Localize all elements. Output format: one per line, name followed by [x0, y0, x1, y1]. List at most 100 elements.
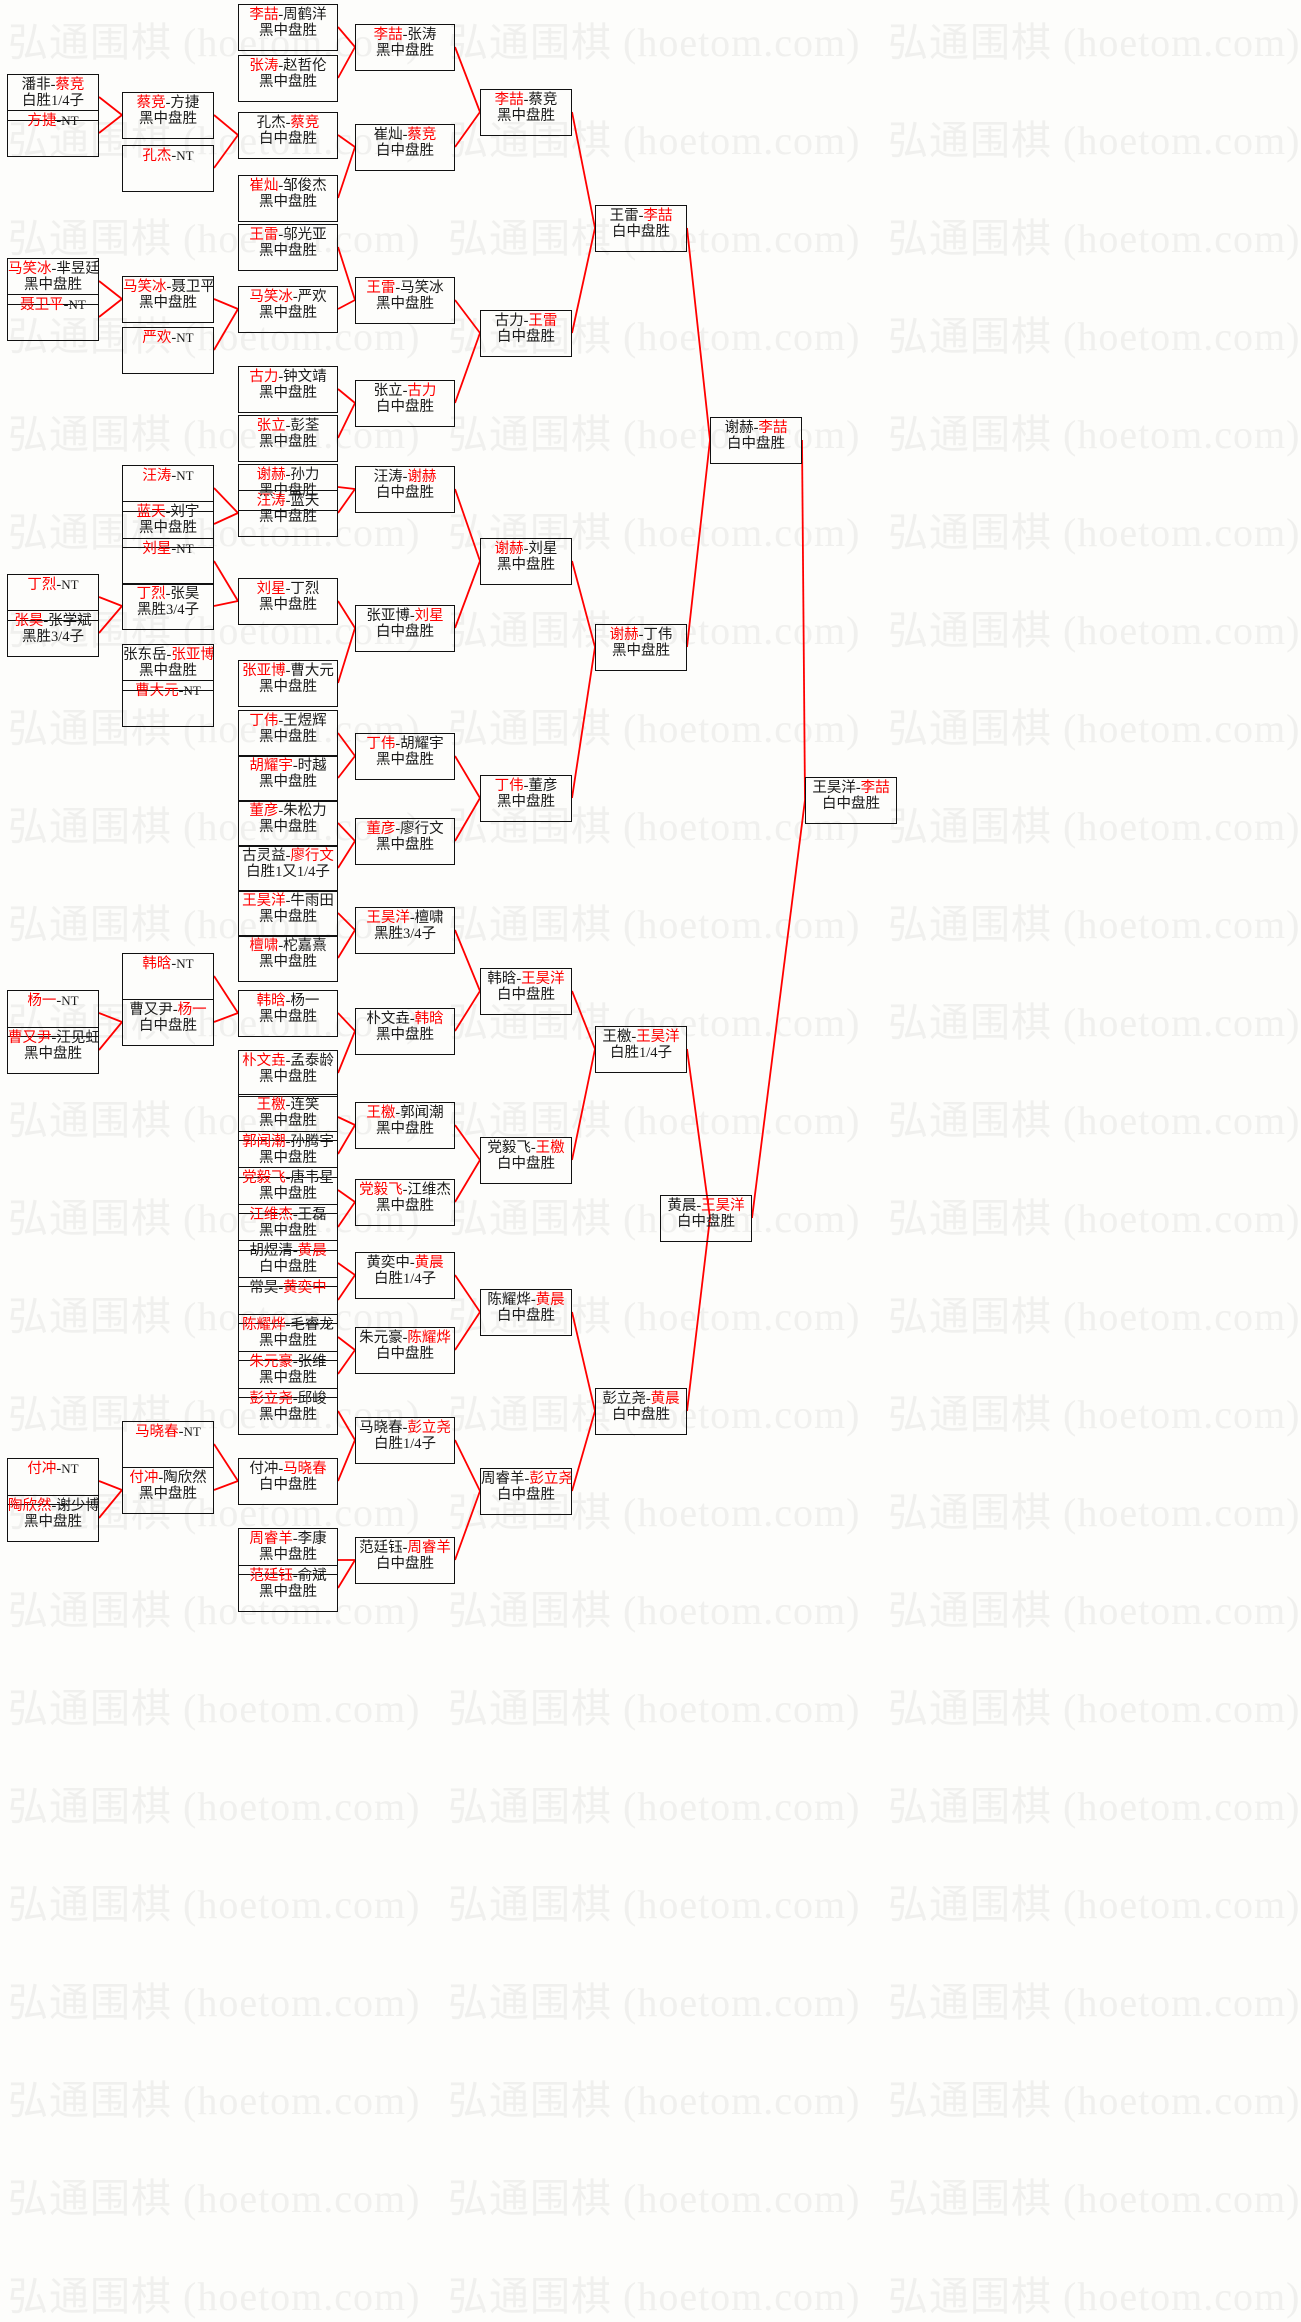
match-box[interactable]: 崔灿-邹俊杰 黑中盘胜: [238, 175, 338, 222]
match-box[interactable]: 刘星-NT: [122, 538, 214, 585]
match-box[interactable]: 张立-古力 白中盘胜: [355, 380, 455, 427]
match-box[interactable]: 丁烈-张昊 黑胜3/4子: [122, 583, 214, 630]
match-box[interactable]: 马晓春-NT: [122, 1421, 214, 1468]
match-box[interactable]: 蔡竞-方捷 黑中盘胜: [122, 92, 214, 139]
match-box[interactable]: 蓝天-刘宇 黑中盘胜: [122, 501, 214, 548]
match-box[interactable]: 王雷-李喆 白中盘胜: [595, 205, 687, 252]
match-box[interactable]: 曹大元-NT: [122, 680, 214, 727]
match-box[interactable]: 古灵益-廖行文 白胜1又1/4子: [238, 845, 338, 892]
match-box[interactable]: 谢赫-刘星 黑中盘胜: [480, 538, 572, 585]
match-box[interactable]: 董彦-朱松力 黑中盘胜: [238, 800, 338, 847]
player-one: 蓝天: [136, 504, 166, 520]
match-box[interactable]: 韩晗-杨一 黑中盘胜: [238, 990, 338, 1037]
match-box[interactable]: 付冲-NT: [7, 1458, 99, 1505]
match-box[interactable]: 杨一-NT: [7, 990, 99, 1037]
match-box[interactable]: 付冲-陶欣然 黑中盘胜: [122, 1467, 214, 1514]
player-two: 谢少博: [56, 1498, 99, 1514]
match-box[interactable]: 陈耀烨-黄晨 白中盘胜: [480, 1289, 572, 1336]
match-box[interactable]: 李喆-张涛 黑中盘胜: [355, 24, 455, 71]
match-box[interactable]: 王昊洋-牛雨田 黑中盘胜: [238, 890, 338, 937]
match-box[interactable]: 党毅飞-王檄 白中盘胜: [480, 1137, 572, 1184]
match-box[interactable]: 丁伟-董彦 黑中盘胜: [480, 775, 572, 822]
match-box[interactable]: 张立-彭荃 黑中盘胜: [238, 415, 338, 462]
match-box[interactable]: 王檄-王昊洋 白胜1/4子: [595, 1026, 687, 1073]
match-box[interactable]: 李喆-蔡竞 黑中盘胜: [480, 89, 572, 136]
match-box[interactable]: 丁伟-王煜辉 黑中盘胜: [238, 710, 338, 757]
player-separator: -: [285, 1134, 291, 1150]
player-separator: -: [285, 893, 291, 909]
match-box[interactable]: 朴文垚-孟泰龄 黑中盘胜: [238, 1050, 338, 1097]
player-separator: -: [402, 1540, 408, 1556]
match-box[interactable]: 古力-钟文靖 黑中盘胜: [238, 366, 338, 413]
match-box[interactable]: 刘星-丁烈 黑中盘胜: [238, 578, 338, 625]
match-box[interactable]: 王檄-连笑 黑中盘胜: [238, 1094, 338, 1141]
player-one: 马笑冰: [8, 261, 52, 277]
player-two: 柁嘉熹: [283, 938, 327, 954]
match-box[interactable]: 崔灿-蔡竞 白中盘胜: [355, 124, 455, 171]
match-box[interactable]: 王雷-邬光亚 黑中盘胜: [238, 224, 338, 271]
match-box[interactable]: 张亚博-曹大元 黑中盘胜: [238, 660, 338, 707]
player-one: 党毅飞: [242, 1170, 286, 1186]
match-box[interactable]: 谢赫-丁伟 黑中盘胜: [595, 624, 687, 671]
match-box[interactable]: 王昊洋-李喆 白中盘胜: [805, 777, 897, 824]
match-box[interactable]: 彭立尧-黄晨 白中盘胜: [595, 1388, 687, 1435]
match-box[interactable]: 聂卫平-NT: [7, 294, 99, 341]
match-box[interactable]: 谢赫-孙力 黑中盘胜: [238, 464, 338, 511]
match-box[interactable]: 彭立尧-邱峻 黑中盘胜: [238, 1388, 338, 1435]
match-box[interactable]: 朴文垚-韩晗 黑中盘胜: [355, 1008, 455, 1055]
match-box[interactable]: 汪涛-谢赫 白中盘胜: [355, 466, 455, 513]
match-box[interactable]: 常昊-黄奕中: [238, 1277, 338, 1324]
match-box[interactable]: 张东岳-张亚博 黑中盘胜: [122, 644, 214, 691]
match-box[interactable]: 董彦-廖行文 黑中盘胜: [355, 818, 455, 865]
match-box[interactable]: 黄晨-王昊洋 白中盘胜: [660, 1195, 752, 1242]
match-box[interactable]: 江维杰-王磊 黑中盘胜: [238, 1204, 338, 1251]
match-box[interactable]: 马笑冰-严欢 黑中盘胜: [238, 286, 338, 333]
match-box[interactable]: 付冲-马晓春 白中盘胜: [238, 1458, 338, 1505]
match-box[interactable]: 张涛-赵哲伦 黑中盘胜: [238, 55, 338, 102]
match-box[interactable]: 郭闻潮-孙腾宇 黑中盘胜: [238, 1131, 338, 1178]
match-result: 黑中盘胜: [259, 1150, 317, 1167]
match-box[interactable]: 严欢-NT: [122, 327, 214, 374]
match-box[interactable]: 胡煜清-黄晨 白中盘胜: [238, 1240, 338, 1287]
match-box[interactable]: 张亚博-刘星 白中盘胜: [355, 605, 455, 652]
match-box[interactable]: 周睿羊-李康 黑中盘胜: [238, 1528, 338, 1575]
match-box[interactable]: 韩晗-王昊洋 白中盘胜: [480, 968, 572, 1015]
match-box[interactable]: 李喆-周鹤洋 黑中盘胜: [238, 4, 338, 51]
match-box[interactable]: 王檄-郭闻潮 黑中盘胜: [355, 1102, 455, 1149]
match-box[interactable]: 孔杰-蔡竞 白中盘胜: [238, 112, 338, 159]
match-box[interactable]: 范廷钰-俞斌 黑中盘胜: [238, 1565, 338, 1612]
match-box[interactable]: 马晓春-彭立尧 白胜1/4子: [355, 1417, 455, 1464]
match-box[interactable]: 汪涛-蓝天 黑中盘胜: [238, 490, 338, 537]
match-box[interactable]: 陶欣然-谢少博 黑中盘胜: [7, 1495, 99, 1542]
player-one: 王檄: [366, 1105, 396, 1121]
match-box[interactable]: 檀啸-柁嘉熹 黑中盘胜: [238, 935, 338, 982]
match-box[interactable]: 潘非-蔡竞 白胜1/4子: [7, 74, 99, 121]
match-box[interactable]: 曹又尹-杨一 白中盘胜: [122, 999, 214, 1046]
match-box[interactable]: 胡耀宇-时越 黑中盘胜: [238, 755, 338, 802]
match-box[interactable]: 丁烈-NT: [7, 574, 99, 621]
match-box[interactable]: 丁伟-胡耀宇 黑中盘胜: [355, 733, 455, 780]
player-two: 周睿羊: [407, 1540, 451, 1556]
match-box[interactable]: 陈耀烨-毛睿龙 黑中盘胜: [238, 1314, 338, 1361]
match-result: 黑中盘胜: [497, 794, 555, 811]
match-box[interactable]: 党毅飞-唐韦星 黑中盘胜: [238, 1167, 338, 1214]
match-box[interactable]: 方捷-NT: [7, 110, 99, 157]
match-result: 黑中盘胜: [259, 679, 317, 696]
match-box[interactable]: 张昊-张学斌 黑胜3/4子: [7, 610, 99, 657]
match-box[interactable]: 古力-王雷 白中盘胜: [480, 310, 572, 357]
match-box[interactable]: 曹又尹-汪见虹 黑中盘胜: [7, 1027, 99, 1074]
match-box[interactable]: 周睿羊-彭立尧 白中盘胜: [480, 1468, 572, 1515]
match-box[interactable]: 朱元豪-陈耀烨 白中盘胜: [355, 1327, 455, 1374]
match-box[interactable]: 范廷钰-周睿羊 白中盘胜: [355, 1537, 455, 1584]
match-box[interactable]: 韩晗-NT: [122, 953, 214, 1000]
match-box[interactable]: 王雷-马笑冰 黑中盘胜: [355, 277, 455, 324]
match-box[interactable]: 王昊洋-檀啸 黑胜3/4子: [355, 907, 455, 954]
match-box[interactable]: 马笑冰-芈昱廷 黑中盘胜: [7, 258, 99, 305]
match-box[interactable]: 谢赫-李喆 白中盘胜: [710, 417, 802, 464]
match-box[interactable]: 汪涛-NT: [122, 465, 214, 512]
match-box[interactable]: 马笑冰-聂卫平 黑中盘胜: [122, 276, 214, 323]
match-box[interactable]: 黄奕中-黄晨 白胜1/4子: [355, 1252, 455, 1299]
match-box[interactable]: 孔杰-NT: [122, 145, 214, 192]
match-box[interactable]: 党毅飞-江维杰 黑中盘胜: [355, 1179, 455, 1226]
match-box[interactable]: 朱元豪-张维 黑中盘胜: [238, 1351, 338, 1398]
